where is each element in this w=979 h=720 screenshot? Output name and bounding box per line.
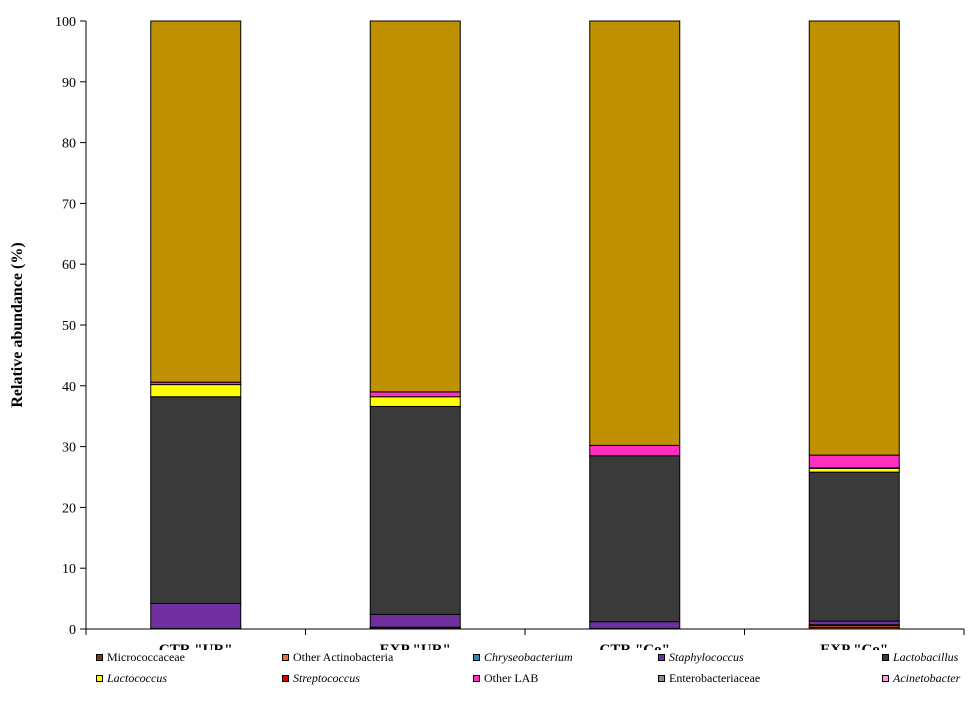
bar-segment [589,444,681,457]
y-tick-label: 10 [62,562,76,577]
legend: Micrococcaceae Other Actinobacteria Chryse… [96,650,976,718]
legend-item: Other Actinobacteria [282,650,393,665]
legend-label: Acinetobacter [893,671,961,685]
y-tick-label: 30 [62,441,76,456]
legend-swatch [282,675,289,682]
y-tick-label: 60 [62,258,76,273]
bar-segment [150,384,242,398]
bar-segment [589,455,681,623]
y-tick-label: 40 [62,380,76,395]
legend-swatch [882,675,889,682]
legend-swatch [882,654,889,661]
y-tick-label: 70 [62,197,76,212]
bar-segment [589,621,681,629]
bar-segment [369,20,461,393]
legend-label: Other Actinobacteria [293,650,394,664]
x-tick-label: EXP "Co" [820,642,888,650]
y-axis-label: Relative abundance (%) [9,242,26,407]
legend-item: Other LAB [473,671,538,686]
legend-label: Enterobacteriaceae [669,671,761,685]
x-tick-label: CTR "UR" [159,642,233,650]
legend-item: Acinetobacter [882,671,960,686]
bar-segment [369,613,461,628]
legend-label: Chryseobacterium [484,650,573,664]
bar-segment [369,396,461,407]
legend-swatch [473,675,480,682]
bar-segment [808,20,900,456]
bar-segment [808,467,900,473]
legend-item: Chryseobacterium [473,650,573,665]
legend-item: Micrococcaceae [96,650,185,665]
x-tick-label: EXP "UR" [380,642,451,650]
legend-item: Lactococcus [96,671,167,686]
legend-swatch [473,654,480,661]
legend-swatch [658,654,665,661]
legend-label: Micrococcaceae [107,650,185,664]
legend-label: Lactobacillus [893,650,959,664]
legend-swatch [282,654,289,661]
plot-area: 0 10 20 30 40 50 60 70 80 90 100 CTR "UR" EXP "UR" CT… [55,15,965,650]
legend-item: Lactobacillus [882,650,958,665]
legend-item: Streptococcus [282,671,360,686]
stacked-bar-chart: Relative abundance (%) 0 10 20 30 40 50 60 70 80… [9,15,965,650]
legend-label: Lactococcus [107,671,167,685]
y-tick-label: 80 [62,137,76,152]
legend-label: Streptococcus [293,671,360,685]
legend-label: Staphylococcus [669,650,744,664]
legend-item: Enterobacteriaceae [658,671,760,686]
bar-segment [150,396,242,604]
y-tick-label: 90 [62,76,76,91]
legend-swatch [96,654,103,661]
y-tick-label: 0 [69,623,76,638]
x-tick-label: CTR "Co" [600,642,670,650]
legend-label: Other LAB [484,671,539,685]
bar-segment [808,454,900,469]
bar-segment [150,602,242,629]
bar-segment [589,20,681,446]
bar-segment [150,20,242,383]
y-tick-label: 50 [62,319,76,334]
legend-swatch [658,675,665,682]
bar-segment [369,391,461,398]
y-tick-label: 100 [55,15,76,30]
bar-segment [369,405,461,615]
bar-segment [808,620,900,626]
bar-segment [808,471,900,622]
legend-item: Staphylococcus [658,650,744,665]
y-tick-label: 20 [62,501,76,516]
legend-swatch [96,675,103,682]
